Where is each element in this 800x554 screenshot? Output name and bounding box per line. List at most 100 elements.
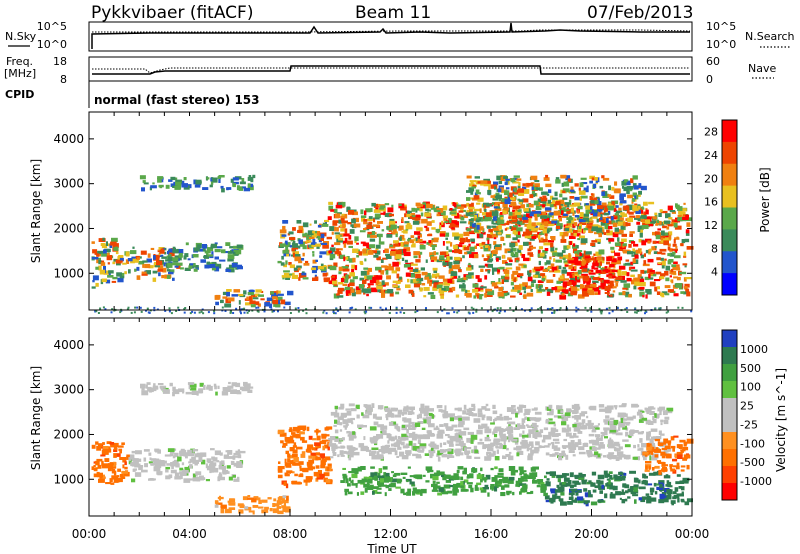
echo-cell — [463, 247, 469, 251]
echo-cell — [157, 268, 164, 272]
echo-cell — [473, 208, 481, 212]
echo-cell — [591, 226, 598, 232]
echo-cell — [618, 446, 623, 450]
echo-cell — [601, 216, 608, 222]
echo-cell — [429, 252, 434, 257]
echo-cell — [480, 467, 483, 472]
echo-cell — [439, 432, 443, 436]
echo-cell — [685, 480, 689, 484]
echo-cell — [308, 236, 315, 239]
echo-cell — [227, 500, 231, 503]
echo-cell — [679, 439, 686, 443]
echo-cell — [385, 307, 387, 310]
echo-cell — [323, 277, 330, 283]
echo-cell — [110, 445, 117, 448]
echo-cell — [376, 257, 379, 260]
echo-cell — [613, 441, 620, 447]
echo-cell — [357, 466, 362, 472]
echo-cell — [508, 476, 515, 481]
echo-cell — [103, 270, 110, 275]
echo-cell — [437, 492, 442, 496]
echo-cell — [272, 310, 275, 313]
echo-cell — [561, 207, 566, 210]
echo-cell — [567, 281, 572, 286]
echo-cell — [626, 311, 629, 313]
echo-cell — [350, 436, 357, 439]
echo-cell — [150, 247, 155, 250]
echo-cell — [620, 418, 624, 423]
echo-cell — [663, 420, 669, 425]
echo-cell — [524, 309, 526, 312]
echo-cell — [570, 266, 577, 271]
echo-cell — [363, 267, 369, 270]
echo-cell — [364, 487, 368, 493]
echo-cell — [667, 253, 672, 257]
echo-cell — [381, 289, 387, 294]
echo-cell — [639, 291, 645, 297]
echo-cell — [472, 184, 477, 188]
echo-cell — [604, 266, 608, 269]
echo-cell — [529, 237, 535, 241]
echo-cell — [325, 426, 333, 430]
echo-cell — [191, 390, 199, 395]
echo-cell — [660, 433, 665, 436]
echo-cell — [439, 225, 442, 230]
echo-cell — [612, 232, 619, 238]
echo-cell — [547, 289, 554, 294]
echo-cell — [201, 244, 207, 249]
echo-cell — [564, 412, 571, 417]
echo-cell — [199, 388, 204, 394]
echo-cell — [686, 291, 691, 297]
echo-cell — [138, 466, 143, 471]
echo-cell — [442, 215, 448, 219]
echo-cell — [179, 467, 184, 471]
echo-cell — [559, 482, 563, 486]
echo-cell — [583, 187, 589, 193]
echo-cell — [377, 455, 381, 460]
echo-cell — [427, 234, 433, 237]
echo-cell — [325, 439, 333, 442]
echo-cell — [178, 388, 185, 393]
echo-cell — [456, 450, 462, 454]
echo-cell — [402, 248, 407, 254]
echo-cell — [431, 273, 438, 278]
echo-cell — [518, 245, 523, 250]
echo-cell — [486, 310, 489, 313]
echo-cell — [655, 271, 662, 275]
echo-cell — [557, 415, 565, 419]
echo-cell — [581, 419, 586, 424]
echo-cell — [654, 450, 661, 453]
echo-cell — [399, 479, 403, 482]
echo-cell — [226, 187, 232, 190]
echo-cell — [168, 256, 173, 262]
echo-cell — [214, 256, 219, 260]
echo-cell — [219, 461, 222, 466]
echo-cell — [176, 262, 183, 266]
echo-cell — [542, 254, 547, 259]
echo-cell — [206, 261, 210, 265]
echo-cell — [158, 254, 164, 257]
echo-cell — [499, 479, 503, 483]
echo-cell — [373, 217, 380, 220]
echo-cell — [400, 488, 405, 494]
echo-cell — [488, 258, 494, 262]
echo-cell — [561, 427, 567, 433]
echo-cell — [172, 277, 175, 281]
echo-cell — [581, 269, 588, 272]
echo-cell — [670, 445, 676, 449]
echo-cell — [667, 224, 673, 227]
echo-cell — [649, 270, 655, 274]
echo-cell — [415, 214, 421, 218]
echo-cell — [574, 266, 577, 270]
echo-cell — [396, 258, 400, 261]
echo-cell — [634, 430, 639, 433]
echo-cell — [277, 293, 284, 296]
echo-cell — [559, 498, 564, 502]
echo-cell — [573, 433, 577, 437]
echo-cell — [540, 311, 543, 314]
echo-cell — [590, 193, 594, 196]
echo-cell — [298, 273, 304, 278]
echo-cell — [376, 451, 380, 455]
echo-cell — [573, 427, 581, 432]
echo-cell — [608, 241, 611, 244]
